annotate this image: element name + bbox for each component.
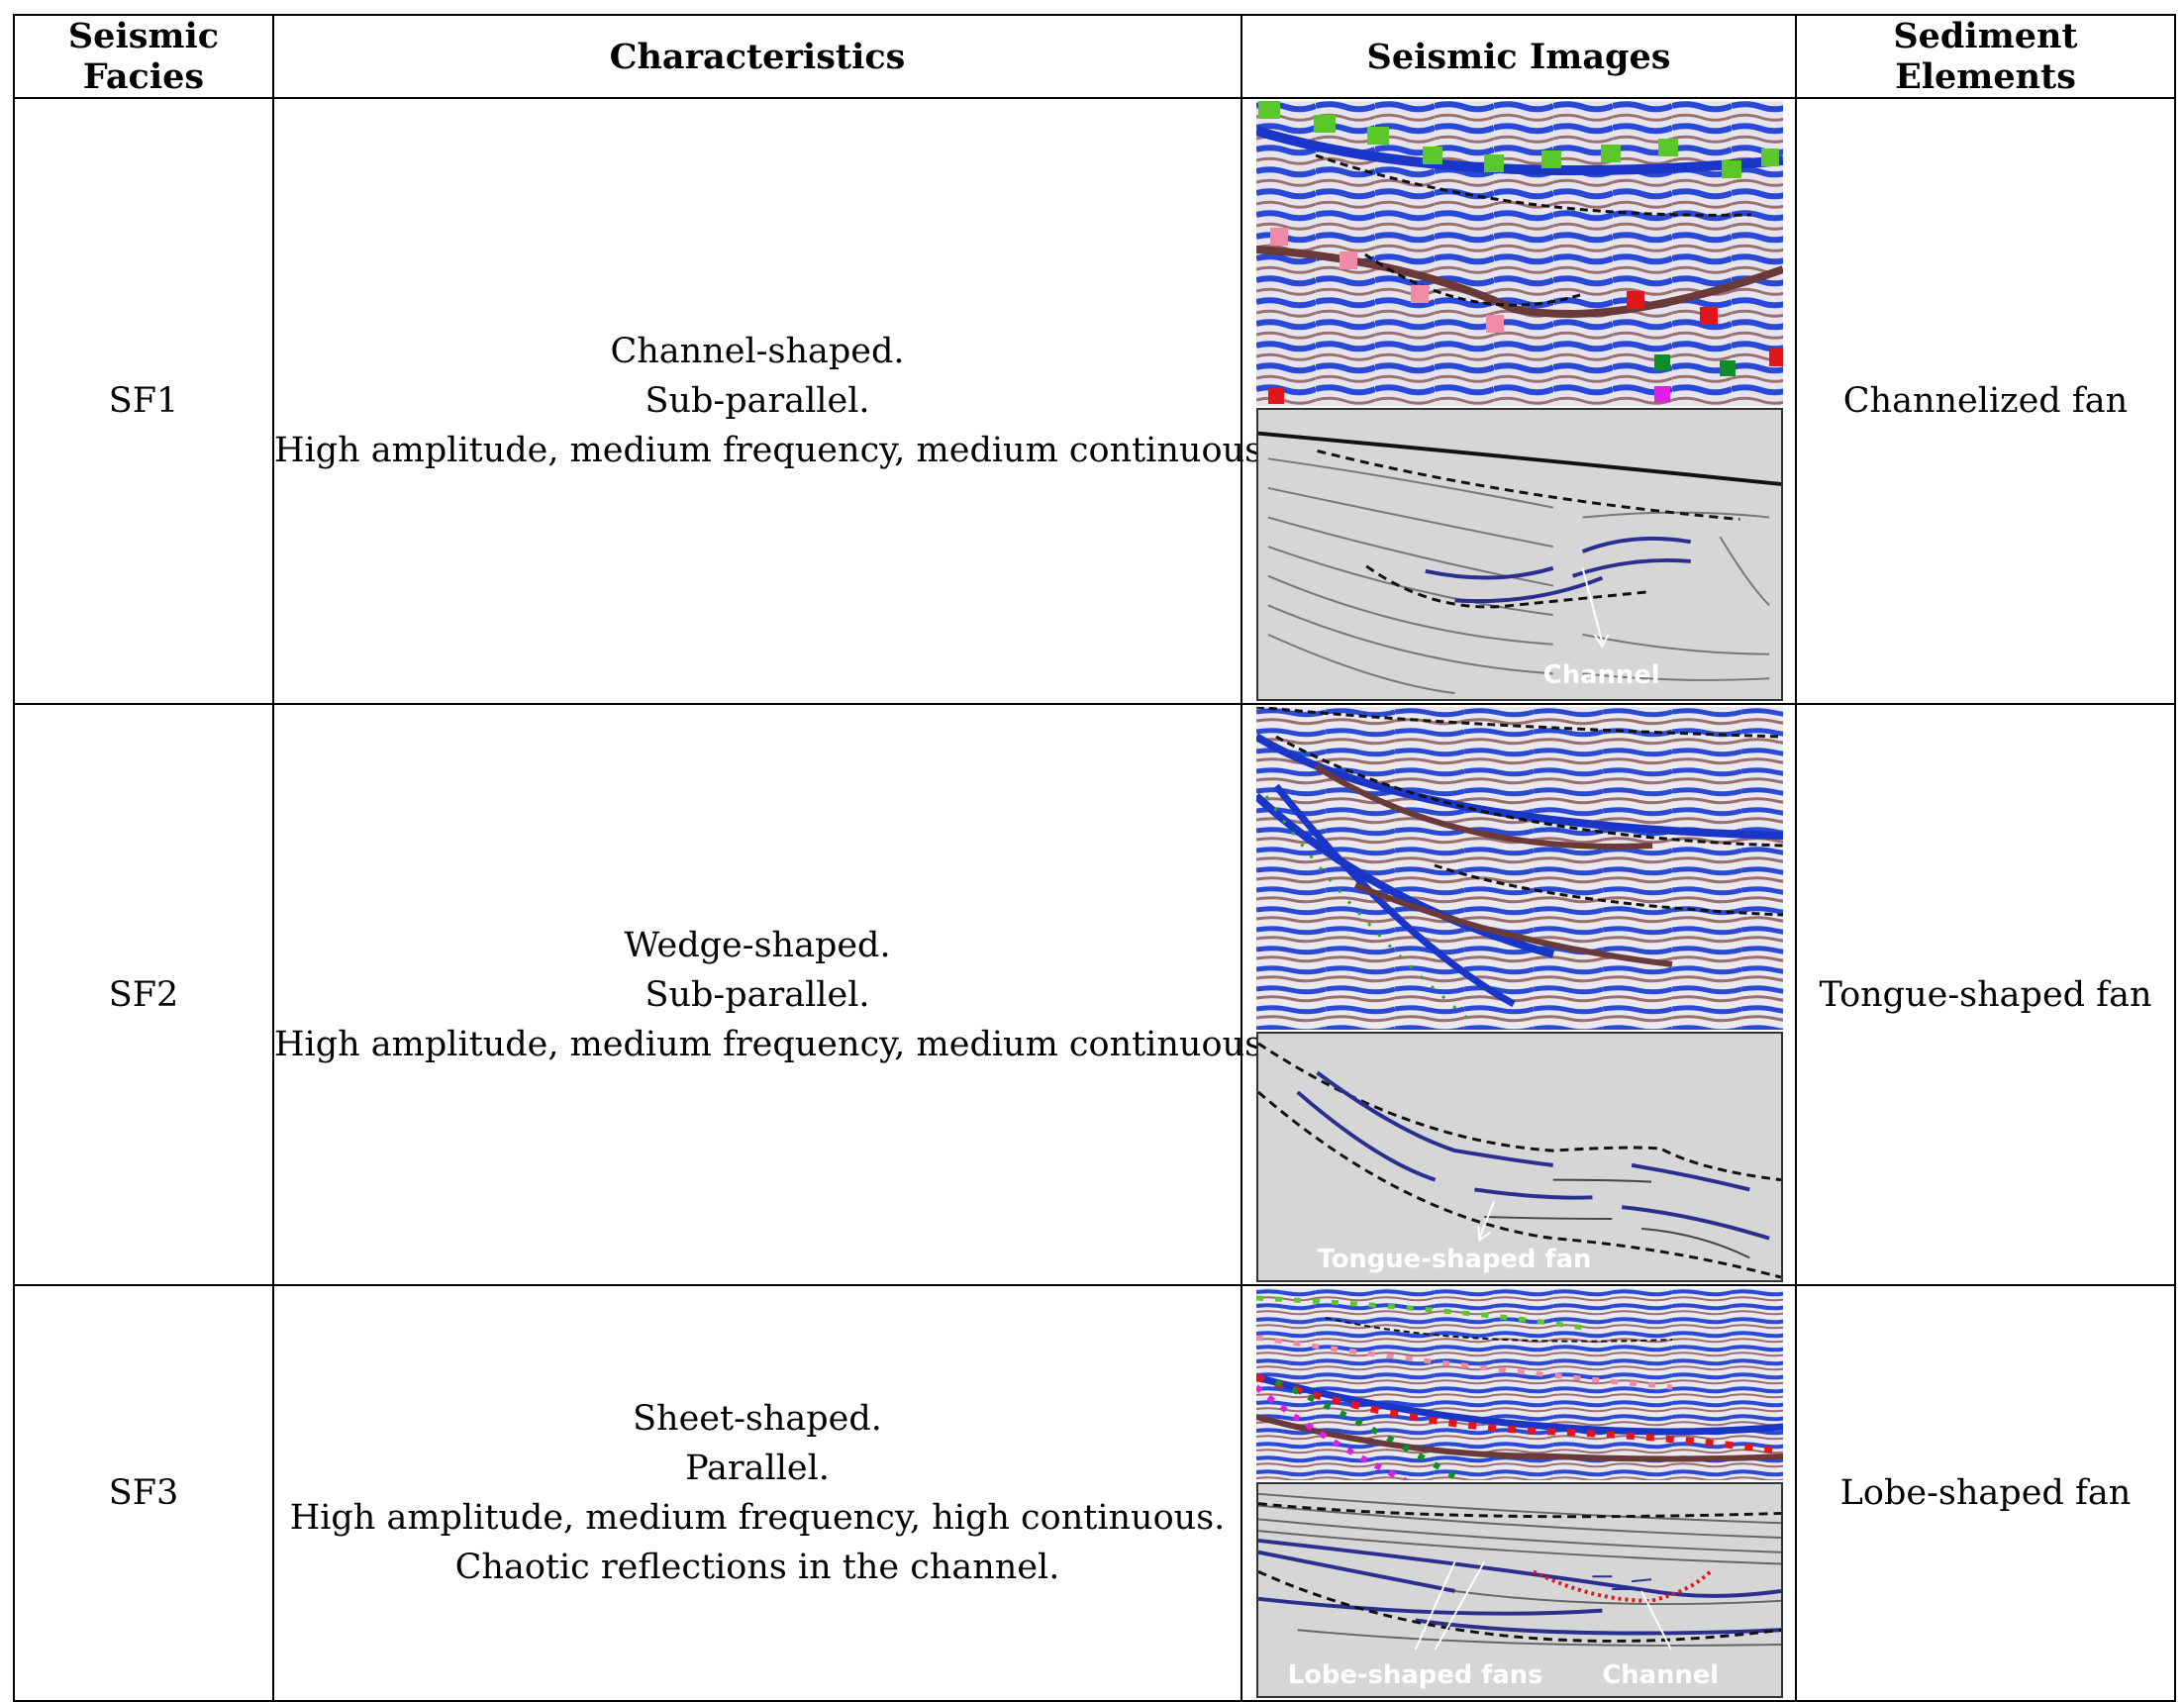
characteristics-cell: Sheet-shaped. Parallel. High amplitude, … <box>272 1284 1242 1702</box>
interpretation-sketch: Lobe-shaped fans Channel <box>1256 1482 1783 1698</box>
seismic-images-cell: Tongue-shaped fan <box>1241 703 1797 1286</box>
header-row: Seismic Facies Characteristics Seismic I… <box>13 14 2176 99</box>
header-sediment-elements: Sediment Elements <box>1795 14 2176 99</box>
characteristic-line: High amplitude, medium frequency, medium… <box>274 431 1274 470</box>
characteristic-line: Parallel. <box>685 1449 830 1488</box>
sediment-element: Lobe-shaped fan <box>1795 1284 2176 1702</box>
header-seismic-facies: Seismic Facies <box>13 14 274 99</box>
sketch-label: Tongue-shaped fan <box>1318 1245 1592 1274</box>
table-row: SF2 Wedge-shaped. Sub-parallel. High amp… <box>13 703 2176 1286</box>
seismic-images-cell: Channel <box>1241 97 1797 705</box>
sediment-element: Channelized fan <box>1795 97 2176 705</box>
table-row: SF3 Sheet-shaped. Parallel. High amplitu… <box>13 1284 2176 1702</box>
characteristic-line: High amplitude, medium frequency, medium… <box>274 1024 1274 1064</box>
characteristic-line: High amplitude, medium frequency, high c… <box>289 1498 1226 1538</box>
characteristics-cell: Channel-shaped. Sub-parallel. High ampli… <box>272 97 1274 705</box>
seismic-section-image <box>1256 101 1783 406</box>
facies-label: SF2 <box>13 703 274 1286</box>
seismic-images-cell: Lobe-shaped fans Channel <box>1241 1284 1797 1702</box>
sketch-label: Lobe-shaped fans <box>1288 1660 1543 1690</box>
seismic-section-image <box>1256 707 1783 1030</box>
facies-label: SF1 <box>13 97 274 705</box>
characteristic-line: Chaotic reflections in the channel. <box>454 1548 1060 1587</box>
interpretation-sketch: Tongue-shaped fan <box>1256 1032 1783 1282</box>
interpretation-sketch: Channel <box>1256 408 1783 701</box>
header-seismic-images: Seismic Images <box>1241 14 1797 99</box>
sketch-label: Channel <box>1602 1660 1719 1690</box>
table-row: SF1 Channel-shaped. Sub-parallel. High a… <box>13 97 2176 705</box>
characteristic-line: Sub-parallel. <box>645 381 870 421</box>
characteristic-line: Sheet-shaped. <box>633 1399 882 1439</box>
characteristic-line: Wedge-shaped. <box>624 925 891 965</box>
characteristics-cell: Wedge-shaped. Sub-parallel. High amplitu… <box>272 703 1274 1286</box>
sediment-element: Tongue-shaped fan <box>1795 703 2176 1286</box>
characteristic-line: Channel-shaped. <box>610 332 905 371</box>
characteristic-line: Sub-parallel. <box>645 974 870 1015</box>
header-characteristics: Characteristics <box>272 14 1242 99</box>
sketch-label: Channel <box>1543 660 1660 690</box>
seismic-facies-table: Seismic Facies Characteristics Seismic I… <box>13 14 2176 1702</box>
facies-label: SF3 <box>13 1284 274 1702</box>
seismic-section-image <box>1256 1288 1783 1480</box>
